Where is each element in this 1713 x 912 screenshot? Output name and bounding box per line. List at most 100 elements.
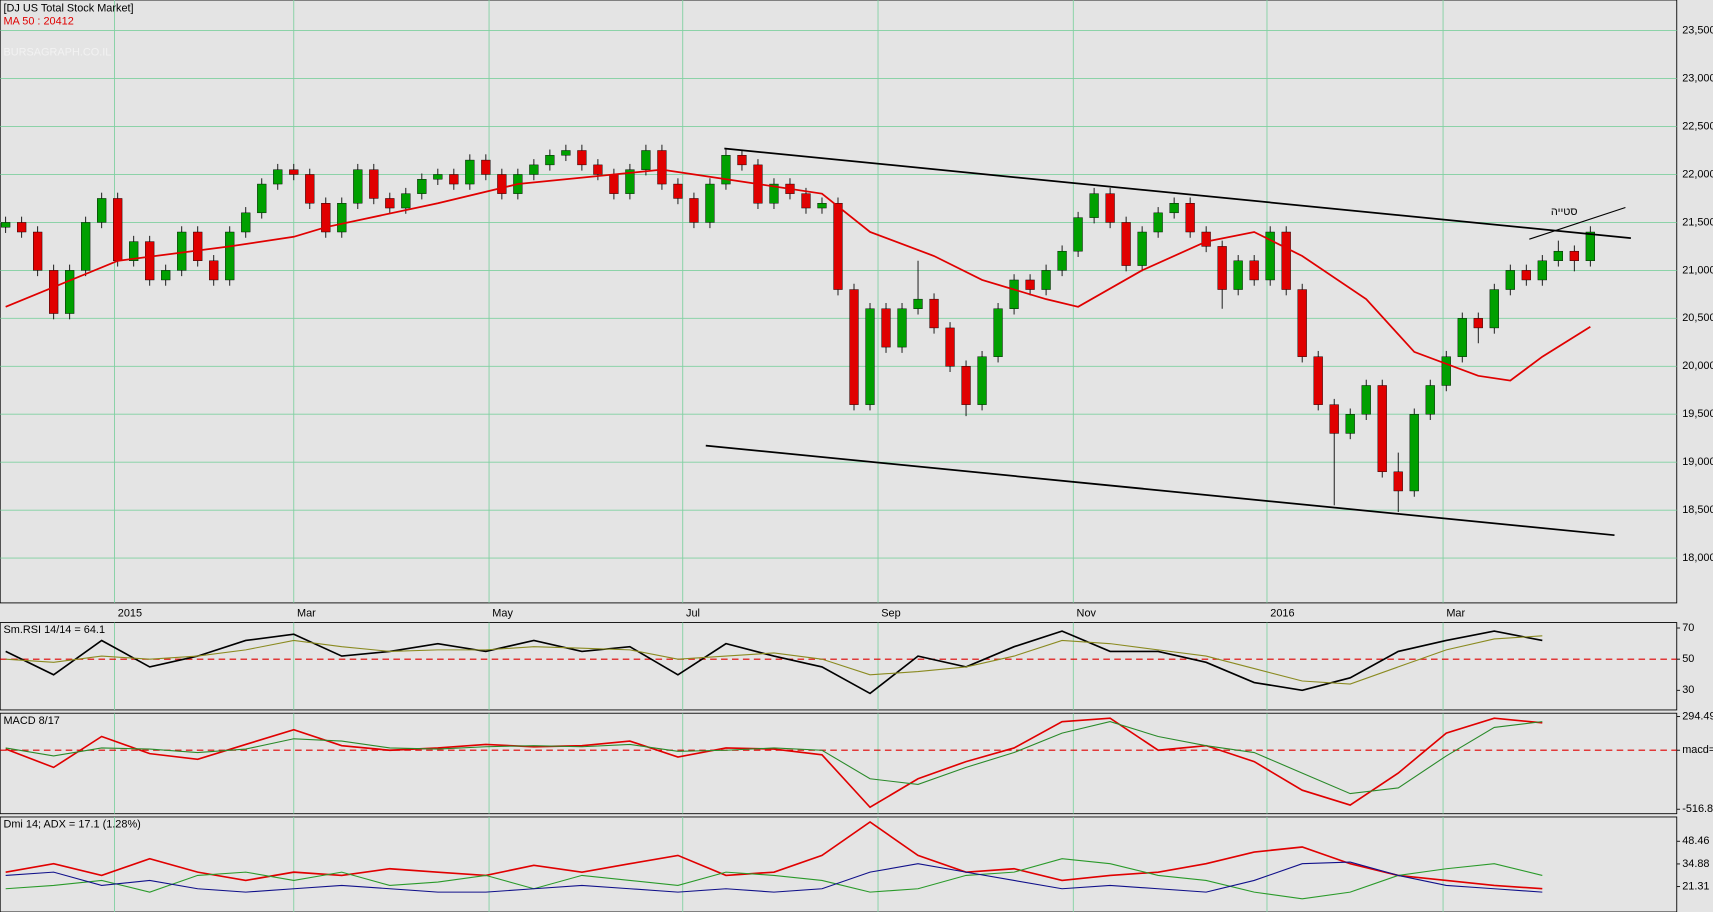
- candle-body: [465, 159, 475, 185]
- candle-body: [241, 212, 251, 233]
- indicator-line: [5, 858, 1543, 900]
- candle-body: [1489, 289, 1499, 329]
- candle-body: [417, 179, 427, 194]
- candle-body: [1057, 250, 1067, 271]
- candle-body: [1505, 270, 1515, 290]
- candle-body: [961, 366, 971, 405]
- candle-body: [1345, 414, 1355, 434]
- candle-body: [977, 356, 987, 405]
- trendline: [705, 444, 1615, 537]
- candle-body: [65, 270, 75, 314]
- candle-body: [1, 222, 11, 228]
- watermark: BURSAGRAPH.CO.IL: [3, 46, 111, 58]
- candle-body: [97, 198, 107, 223]
- candle-body: [321, 203, 331, 233]
- ma-label: MA 50 : 20412: [3, 16, 73, 28]
- candle-body: [993, 308, 1003, 357]
- candle-body: [1121, 222, 1131, 266]
- candle-body: [1137, 231, 1147, 266]
- y-tick-label: 20,000: [1682, 360, 1713, 372]
- candle-body: [1105, 193, 1115, 223]
- candle-body: [1521, 270, 1531, 281]
- candle-body: [49, 270, 59, 314]
- y-tick-label: 50: [1682, 653, 1694, 665]
- y-tick-label: 22,500: [1682, 120, 1713, 132]
- candle-body: [945, 327, 955, 367]
- candle-body: [1169, 203, 1179, 214]
- candle-body: [1153, 212, 1163, 233]
- candle-body: [721, 155, 731, 185]
- x-tick-label: 2016: [1270, 608, 1294, 620]
- y-tick-label: 18,000: [1682, 552, 1713, 564]
- candle-body: [1361, 385, 1371, 415]
- chart-title: [DJ US Total Stock Market]: [3, 3, 133, 15]
- x-tick-label: 2015: [118, 608, 142, 620]
- y-tick-label: 23,000: [1682, 72, 1713, 84]
- annotation: סטייה: [1551, 206, 1578, 218]
- candle-body: [1297, 289, 1307, 357]
- candle-body: [209, 260, 219, 281]
- trendline: [724, 147, 1631, 239]
- y-tick-label: 21,500: [1682, 216, 1713, 228]
- candle-body: [1329, 404, 1339, 434]
- candle-body: [273, 169, 283, 185]
- candle-body: [225, 231, 235, 281]
- candle-body: [1201, 231, 1211, 247]
- indicator-line: [5, 821, 1543, 890]
- candle-body: [1185, 203, 1195, 233]
- candle-body: [833, 203, 843, 290]
- candle-body: [529, 164, 539, 175]
- candle-body: [1009, 279, 1019, 309]
- candle-body: [161, 270, 171, 281]
- candle-body: [1409, 414, 1419, 492]
- y-tick-label: 20,500: [1682, 312, 1713, 324]
- candle-body: [1585, 231, 1595, 262]
- candle-body: [1425, 385, 1435, 415]
- candle-body: [705, 183, 715, 223]
- panel-title: Dmi 14; ADX = 17.1 (1.28%): [3, 819, 140, 831]
- y-tick-label: 23,500: [1682, 24, 1713, 36]
- y-tick-label: -516.880: [1682, 803, 1713, 815]
- candle-body: [1393, 471, 1403, 492]
- candle-body: [641, 150, 651, 170]
- candle-body: [33, 231, 43, 271]
- candle-body: [401, 193, 411, 209]
- y-tick-label: 19,000: [1682, 456, 1713, 468]
- y-tick-label: 294.496: [1682, 710, 1713, 722]
- x-tick-label: Mar: [297, 608, 316, 620]
- candle-body: [625, 169, 635, 194]
- panel: [0, 0, 1678, 604]
- panel-title: Sm.RSI 14/14 = 64.1: [3, 624, 105, 636]
- candle-body: [113, 198, 123, 262]
- candle-body: [561, 150, 571, 156]
- x-tick-label: Nov: [1077, 608, 1097, 620]
- candle-body: [1249, 260, 1259, 281]
- candle-body: [881, 308, 891, 348]
- panel: [0, 622, 1678, 711]
- candle-body: [1313, 356, 1323, 405]
- y-tick-label: 21,000: [1682, 264, 1713, 276]
- candle-body: [609, 174, 619, 194]
- candle-body: [1473, 318, 1483, 329]
- candle-body: [337, 203, 347, 233]
- candle-body: [1553, 250, 1563, 262]
- indicator-line: [5, 630, 1543, 695]
- candle-body: [849, 289, 859, 405]
- panel: [0, 816, 1678, 912]
- panel: [0, 712, 1678, 815]
- moving-average: [5, 168, 1591, 382]
- candle-body: [193, 231, 203, 262]
- candle-body: [353, 169, 363, 204]
- candle-body: [497, 174, 507, 194]
- x-tick-label: Sep: [881, 608, 900, 620]
- y-tick-label: 21.31: [1682, 880, 1709, 892]
- y-tick-label: 18,500: [1682, 504, 1713, 516]
- candle-body: [689, 198, 699, 223]
- candle-body: [305, 174, 315, 204]
- y-tick-label: macd=0: [1682, 744, 1713, 756]
- candle-body: [545, 155, 555, 166]
- candle-body: [1233, 260, 1243, 290]
- candle-body: [593, 164, 603, 175]
